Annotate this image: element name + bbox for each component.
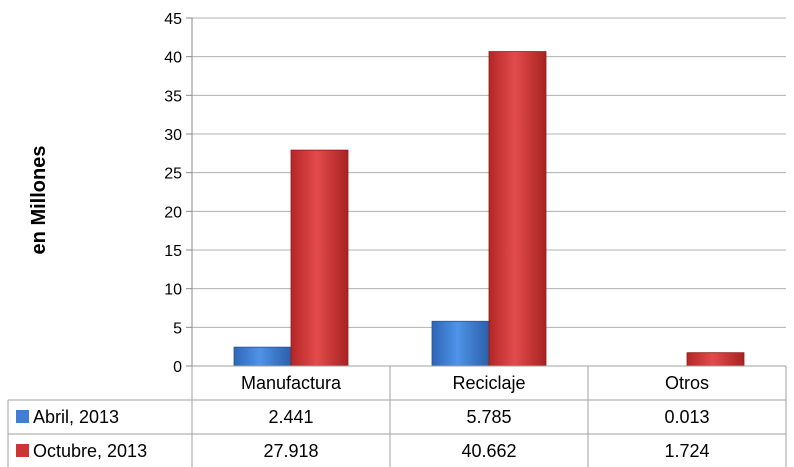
y-tick-label: 20	[164, 204, 182, 221]
y-axis-ticks: 0 5 10 15 20 25 30 35 40 45	[164, 11, 192, 376]
data-table: Manufactura Reciclaje Otros Abril, 2013 2.44…	[7, 365, 787, 467]
y-tick-label: 25	[164, 166, 182, 183]
data-label: 1.724	[664, 441, 709, 461]
y-tick-label: 45	[164, 11, 182, 28]
legend-entry: Octubre, 2013	[33, 441, 147, 461]
y-axis-label: en Millones	[28, 146, 50, 255]
legend-swatch	[16, 444, 29, 457]
bar-octubre-manufactura	[290, 149, 349, 367]
data-label: 0.013	[664, 407, 709, 427]
data-label: 2.441	[268, 407, 313, 427]
legend-entry: Abril, 2013	[33, 407, 119, 427]
category-label: Otros	[665, 373, 709, 393]
data-label: 5.785	[466, 407, 511, 427]
bar-octubre-reciclaje	[488, 51, 547, 367]
bars	[233, 51, 745, 367]
category-label: Reciclaje	[452, 373, 525, 393]
y-tick-label: 35	[164, 88, 182, 105]
bar-octubre-otros	[686, 352, 745, 367]
category-label: Manufactura	[241, 373, 342, 393]
y-tick-label: 10	[164, 282, 182, 299]
y-tick-label: 15	[164, 243, 182, 260]
y-tick-label: 40	[164, 50, 182, 67]
y-tick-label: 5	[173, 320, 182, 337]
legend-swatch	[16, 410, 29, 423]
data-label: 27.918	[263, 441, 318, 461]
bar-abril-manufactura	[233, 346, 292, 367]
y-tick-label: 30	[164, 127, 182, 144]
y-tick-label: 0	[173, 359, 182, 376]
bar-abril-reciclaje	[431, 320, 490, 367]
data-label: 40.662	[461, 441, 516, 461]
